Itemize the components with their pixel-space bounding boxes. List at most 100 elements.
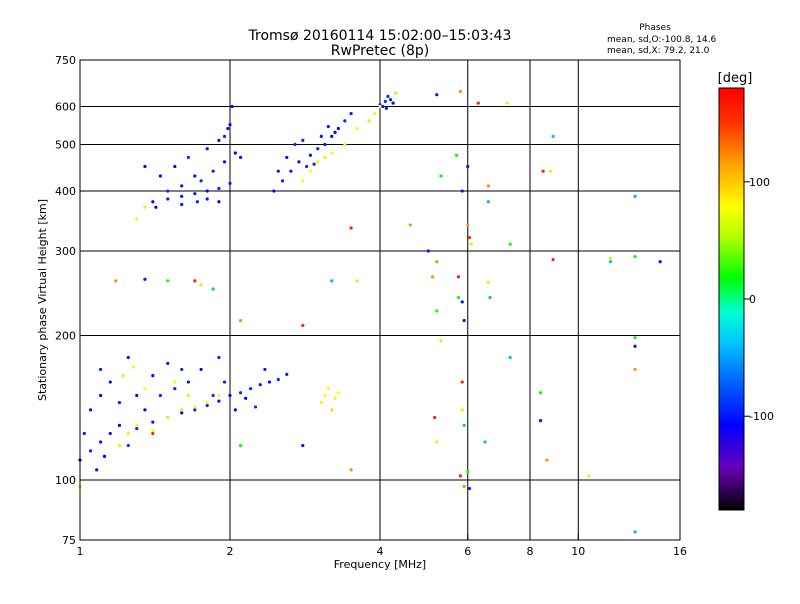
y-axis-ticks: 75 100 200 300 400 500 600 750: [55, 54, 86, 547]
data-point: [180, 194, 184, 198]
data-point: [538, 418, 543, 423]
data-point: [230, 104, 234, 109]
data-point: [367, 119, 371, 123]
data-point: [301, 179, 305, 183]
data-point: [330, 151, 334, 155]
data-point: [312, 162, 316, 166]
data-point: [466, 164, 470, 169]
data-point: [211, 393, 215, 398]
data-point: [143, 164, 147, 169]
data-point: [126, 443, 130, 448]
data-point: [456, 295, 461, 300]
data-point: [333, 130, 337, 134]
data-point: [126, 431, 130, 436]
data-point: [460, 380, 464, 384]
data-point: [193, 192, 197, 196]
data-point: [508, 355, 512, 360]
data-point: [193, 279, 197, 283]
data-point: [551, 134, 555, 138]
y-tick-label: 100: [55, 474, 76, 487]
data-point: [205, 189, 209, 193]
data-point: [633, 367, 637, 372]
data-point: [469, 242, 473, 246]
data-point: [88, 449, 93, 453]
data-point: [486, 184, 490, 188]
data-point: [289, 169, 293, 173]
data-point: [276, 169, 280, 173]
data-point: [633, 336, 637, 340]
data-point: [633, 530, 637, 534]
data-point: [460, 300, 464, 304]
data-point: [143, 277, 147, 281]
y-tick-label: 300: [55, 245, 76, 258]
data-point: [166, 197, 170, 201]
x-tick-label: 16: [673, 545, 687, 558]
data-point: [102, 454, 107, 459]
data-point: [330, 279, 334, 283]
data-point: [633, 344, 637, 348]
data-point: [143, 408, 147, 412]
data-point: [308, 153, 313, 157]
data-point: [293, 142, 297, 147]
data-point: [326, 387, 330, 391]
data-point: [95, 468, 99, 472]
data-point: [180, 411, 184, 415]
data-point: [658, 260, 662, 264]
data-point: [439, 339, 443, 343]
data-point: [205, 197, 209, 201]
data-point: [466, 470, 470, 474]
data-point: [217, 399, 221, 403]
data-point: [486, 200, 490, 204]
data-point: [117, 443, 122, 448]
data-point: [378, 104, 382, 109]
data-point: [131, 365, 136, 369]
data-point: [301, 443, 305, 448]
data-point: [108, 431, 112, 436]
data-point: [117, 423, 122, 427]
data-point: [280, 179, 285, 183]
data-point: [228, 393, 232, 398]
x-tick-label: 10: [571, 545, 585, 558]
stats-header: Phases: [639, 23, 671, 33]
data-point: [135, 217, 139, 221]
data-point: [430, 275, 435, 279]
data-point: [323, 155, 327, 160]
data-point: [343, 142, 347, 147]
data-point: [267, 380, 272, 384]
data-point: [158, 174, 163, 178]
data-point: [343, 119, 347, 123]
data-point: [180, 184, 184, 188]
x-tick-label: 4: [377, 545, 384, 558]
data-point: [226, 126, 230, 131]
data-point: [466, 223, 470, 227]
data-point: [82, 431, 86, 436]
data-point: [180, 367, 184, 372]
y-tick-label: 400: [55, 185, 76, 198]
data-point: [388, 98, 393, 102]
data-point: [316, 160, 320, 164]
data-point: [88, 408, 93, 412]
data-point: [587, 474, 591, 478]
data-point: [222, 134, 227, 138]
data-point: [173, 387, 177, 391]
data-point: [545, 458, 549, 462]
data-points: [78, 89, 662, 534]
data-point: [297, 160, 301, 164]
data-point: [199, 179, 203, 183]
data-point: [193, 408, 197, 412]
data-point: [349, 226, 353, 230]
data-point: [633, 255, 637, 259]
stats-o-mode: mean, sd,O:-100.8, 14.6: [607, 35, 717, 45]
data-point: [205, 147, 209, 151]
data-point: [151, 200, 155, 204]
chart-title: Tromsø 20160114 15:02:00–15:03:43: [248, 28, 512, 44]
data-point: [151, 428, 155, 432]
data-point: [323, 393, 327, 398]
data-point: [349, 468, 353, 472]
y-tick-label: 750: [55, 54, 76, 67]
colorbar-tick-label: -100: [749, 410, 774, 423]
data-point: [199, 367, 203, 372]
data-point: [186, 393, 190, 398]
